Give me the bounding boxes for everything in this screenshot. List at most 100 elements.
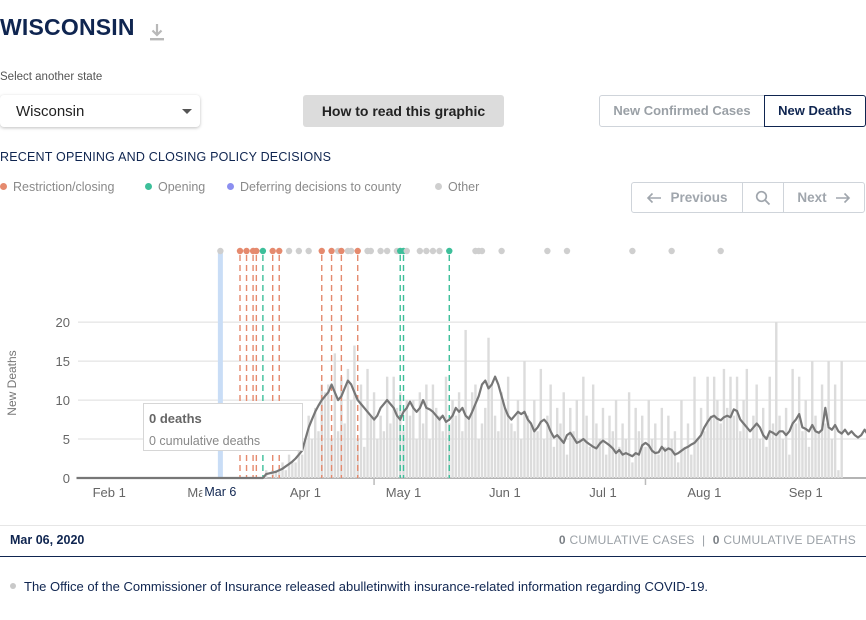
bar [484,408,486,478]
bar [353,346,355,478]
bar [811,361,813,478]
legend-item-restriction: Restriction/closing [0,180,114,194]
y-tick-label: 0 [63,471,70,486]
state-select[interactable]: Wisconsin [0,95,200,127]
x-tick-label: Jun 1 [489,485,521,500]
x-tick-label: Sep 1 [789,485,823,500]
bar [755,385,757,479]
bar [654,423,656,478]
bar [814,416,816,478]
bar [661,408,663,478]
bar [504,408,506,478]
bar [742,400,744,478]
bar [831,439,833,478]
bar [576,400,578,478]
bar [510,423,512,478]
bar [605,455,607,478]
bar [494,416,496,478]
bar [301,455,303,478]
bar [455,416,457,478]
policy-marker-dot [243,248,249,254]
bar [468,416,470,478]
x-tick-label: Feb 1 [93,485,126,500]
legend-item-deferring: Deferring decisions to county [227,180,401,194]
bar [634,408,636,478]
bar [527,416,529,478]
next-label: Next [797,190,826,205]
bar [667,416,669,478]
new-confirmed-cases-toggle[interactable]: New Confirmed Cases [599,95,765,127]
bar [500,392,502,478]
bar [383,431,385,478]
bar [670,439,672,478]
page-title: WISCONSIN [0,14,135,41]
bar [602,408,604,478]
policy-marker-dot [404,248,410,254]
policy-heading: RECENT OPENING AND CLOSING POLICY DECISI… [0,150,331,164]
policy-marker-dot [544,248,550,254]
y-tick-label: 15 [56,354,70,369]
bar [785,408,787,478]
y-tick-label: 20 [56,315,70,330]
bar [697,439,699,478]
policy-marker-dot [276,248,282,254]
how-to-read-button[interactable]: How to read this graphic [303,95,504,127]
bar [520,439,522,478]
search-button[interactable] [743,183,784,212]
bar [749,439,751,478]
bar [285,470,287,478]
cumulative-deaths-value: 0 [713,533,720,547]
bar [461,431,463,478]
policy-marker-dot [237,248,243,254]
policy-navigation: Previous Next [631,182,865,213]
bar [392,377,394,478]
bar [739,431,741,478]
policy-marker-dot [629,248,635,254]
policy-marker-dot [348,248,354,254]
next-button[interactable]: Next [784,183,864,212]
selected-date: Mar 06, 2020 [10,533,84,547]
cumulative-cases-label: CUMULATIVE CASES [569,533,694,547]
download-icon[interactable] [148,22,166,42]
bar [311,439,313,478]
bar [680,400,682,478]
deferring-dot-icon [227,183,234,190]
bar [406,400,408,478]
bar [648,400,650,478]
bar [579,439,581,478]
bar [376,439,378,478]
previous-button[interactable]: Previous [632,183,743,212]
bar [798,377,800,478]
bar [363,447,365,478]
bar [471,392,473,478]
new-deaths-toggle[interactable]: New Deaths [764,95,866,127]
bar [684,447,686,478]
policy-marker-dot [446,248,452,254]
bar [703,431,705,478]
bar [778,416,780,478]
legend-item-other: Other [435,180,479,194]
policy-marker-dot [564,248,570,254]
bar [553,447,555,478]
opening-dot-icon [145,183,152,190]
bar [693,377,695,478]
bar [360,385,362,479]
bar [733,416,735,478]
bar [824,423,826,478]
bar [445,377,447,478]
bar [386,377,388,478]
policy-marker-dot [384,248,390,254]
bar [759,439,761,478]
bar [288,455,290,478]
bar [543,439,545,478]
bar [592,385,594,479]
bar [687,423,689,478]
bar [438,416,440,478]
search-icon [755,190,771,206]
policy-marker-dot [717,248,723,254]
policy-note: The Office of the Commissioner of Insura… [10,579,708,594]
tooltip-deaths: 0 deaths [149,411,202,426]
bar [478,439,480,478]
legend-label: Opening [158,180,205,194]
bar [723,369,725,478]
